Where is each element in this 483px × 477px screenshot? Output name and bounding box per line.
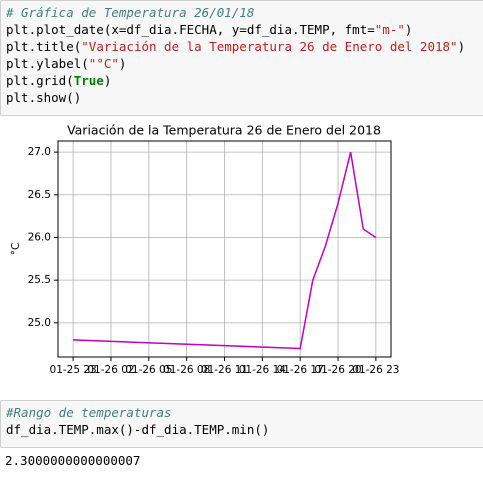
code-token: # Gráfica de Temperatura 26/01/18 — [6, 5, 255, 20]
data-line — [73, 151, 377, 350]
code-token: "m-" — [374, 22, 405, 37]
code-line: plt.ylabel("°C") — [6, 55, 483, 72]
code-line: # Gráfica de Temperatura 26/01/18 — [6, 4, 483, 21]
y-tick-label: 26.0 — [28, 231, 51, 243]
code-cell[interactable]: #Rango de temperaturas df_dia.TEMP.max()-… — [0, 400, 483, 448]
x-tick-label: 01-25 23 — [50, 364, 97, 376]
code-token: "Variación de la Temperatura 26 de Enero… — [81, 39, 458, 54]
code-token: ) — [457, 39, 466, 54]
cell-output: 2.3000000000000007 — [5, 453, 141, 468]
code-token: plt.title( — [6, 39, 82, 54]
code-line: plt.show() — [6, 89, 483, 106]
x-tick-label: 01-26 23 — [352, 364, 399, 376]
code-token: plt.ylabel( — [6, 56, 89, 71]
x-tick-label: 01-26 02 — [87, 364, 134, 376]
y-tick-label: 27.0 — [28, 146, 51, 158]
x-tick-label: 01-26 05 — [125, 364, 172, 376]
code-token: plt.grid( — [6, 73, 74, 88]
x-tick-label: 01-26 08 — [163, 364, 210, 376]
x-tick-label: 01-26 17 — [277, 364, 324, 376]
code-token: ) — [118, 56, 127, 71]
x-tick-label: 01-26 11 — [201, 364, 248, 376]
code-line: plt.plot_date(x=df_dia.FECHA, y=df_dia.T… — [6, 21, 483, 38]
code-token: True — [73, 73, 104, 88]
y-tick-label: 25.5 — [28, 274, 51, 286]
y-axis-label: °C — [10, 243, 22, 256]
x-tick-label: 01-26 20 — [314, 364, 361, 376]
y-tick-label: 25.0 — [28, 317, 51, 329]
chart-title: Variación de la Temperatura 26 de Enero … — [67, 123, 381, 138]
code-token: plt.show() — [6, 90, 82, 105]
code-token: "°C" — [88, 56, 119, 71]
code-token: plt.plot_date(x=df_dia.FECHA, y=df_dia.T… — [6, 22, 375, 37]
code-token: df_dia.TEMP.max()-df_dia.TEMP.min() — [6, 422, 270, 437]
code-line: plt.grid(True) — [6, 72, 483, 89]
plot-frame — [57, 140, 392, 358]
chart: Variación de la Temperatura 26 de Enero … — [10, 123, 399, 377]
code-cell[interactable]: # Gráfica de Temperatura 26/01/18 plt.plo… — [0, 0, 483, 116]
code-line: plt.title("Variación de la Temperatura 2… — [6, 38, 483, 55]
code-token: ) — [103, 73, 112, 88]
code-token: #Rango de temperaturas — [6, 405, 172, 420]
y-tick-label: 26.5 — [28, 189, 51, 201]
code-token: ) — [404, 22, 413, 37]
x-tick-label: 01-26 14 — [239, 364, 287, 376]
code-line: df_dia.TEMP.max()-df_dia.TEMP.min() — [6, 421, 483, 438]
code-line: #Rango de temperaturas — [6, 404, 483, 421]
